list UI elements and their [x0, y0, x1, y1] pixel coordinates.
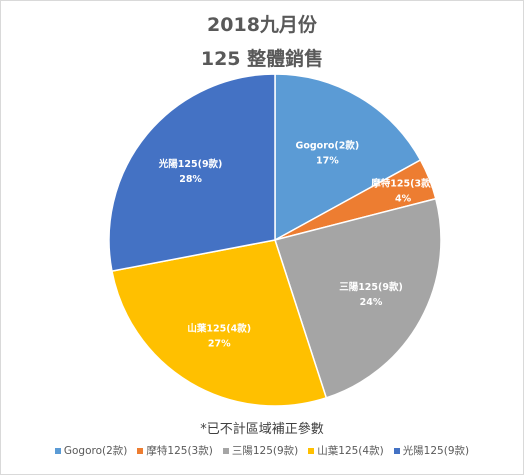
pie-slice: [108, 73, 276, 272]
chart-legend: Gogoro(2款) 摩特125(3款) 三陽125(9款) 山葉125(4款) 光陽1…: [0, 443, 524, 458]
legend-item: 摩特125(3款): [137, 443, 213, 458]
legend-label: Gogoro(2款): [63, 445, 128, 457]
legend-swatch: [54, 447, 61, 454]
slice-category-label: 光陽125(9款): [158, 158, 223, 170]
slice-category-label: 山葉125(4款): [187, 322, 251, 334]
chart-note: *已不計區域補正參數: [200, 422, 324, 437]
legend-swatch: [308, 447, 315, 454]
slice-category-label: 三陽125(9款): [339, 281, 403, 293]
legend-item: 山葉125(4款): [308, 443, 384, 458]
slice-percent-label: 28%: [179, 174, 202, 185]
legend-label: 三陽125(9款): [231, 445, 299, 457]
chart-subtitle: 125 整體銷售: [200, 48, 324, 70]
pie-slice: [274, 197, 442, 399]
pie-slice: [111, 239, 328, 407]
legend-swatch: [137, 447, 144, 454]
legend-label: 光陽125(9款): [402, 445, 470, 457]
legend-label: 摩特125(3款): [146, 445, 213, 457]
slice-category-label: Gogoro(2款): [296, 139, 360, 151]
slice-category-label: 摩特125(3款): [371, 177, 435, 189]
legend-swatch: [393, 447, 400, 454]
pie-slice: [274, 73, 422, 242]
chart-title: 2018九月份: [207, 14, 317, 36]
legend-label: 山葉125(4款): [317, 445, 384, 457]
legend-item: 三陽125(9款): [222, 443, 299, 458]
slice-percent-label: 17%: [316, 155, 339, 166]
legend-item: 光陽125(9款): [393, 443, 470, 458]
slice-percent-label: 27%: [208, 338, 231, 349]
legend-item: Gogoro(2款): [54, 443, 128, 458]
legend-swatch: [222, 447, 229, 454]
slice-percent-label: 4%: [395, 193, 412, 204]
slice-percent-label: 24%: [360, 297, 383, 308]
